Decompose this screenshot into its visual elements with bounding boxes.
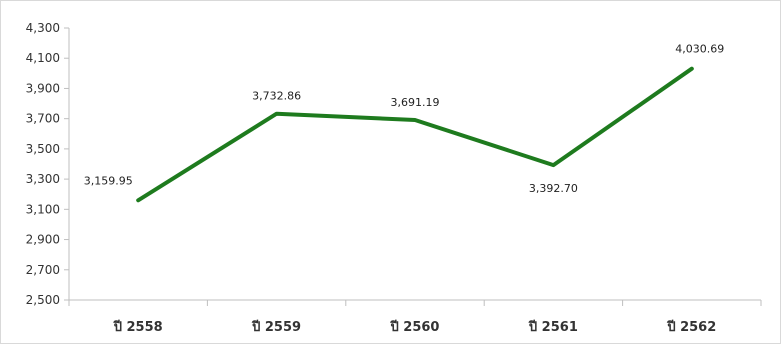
y-tick-label: 2,700 <box>26 263 60 277</box>
x-tick-label: ปี 2561 <box>528 319 578 335</box>
y-tick-label: 4,100 <box>26 51 60 65</box>
x-axis-ticks: ปี 2558 ปี 2559 ปี 2560 ปี 2561 ปี 2562 <box>68 300 762 335</box>
data-labels: 3,159.95 3,732.86 3,691.19 3,392.70 4,030.69 <box>84 43 725 195</box>
y-tick-label: 2,500 <box>26 293 60 307</box>
y-tick-label: 3,100 <box>26 202 60 216</box>
x-tick-label: ปี 2562 <box>666 319 716 335</box>
series-line <box>136 66 694 203</box>
data-label: 3,159.95 <box>84 174 133 187</box>
data-label: 3,392.70 <box>529 182 578 195</box>
x-tick-label: ปี 2558 <box>113 319 163 335</box>
y-tick-label: 3,900 <box>26 81 60 95</box>
y-tick-label: 3,500 <box>26 142 60 156</box>
data-label: 4,030.69 <box>675 43 724 56</box>
x-tick-label: ปี 2560 <box>389 319 439 335</box>
y-tick-label: 2,900 <box>26 233 60 247</box>
data-label: 3,732.86 <box>252 90 301 103</box>
x-tick-label: ปี 2559 <box>251 319 301 335</box>
y-tick-label: 3,700 <box>26 112 60 126</box>
data-label: 3,691.19 <box>391 96 440 109</box>
y-tick-label: 4,300 <box>26 21 60 35</box>
y-axis-ticks: 2,500 2,700 2,900 3,100 3,300 3,500 3,700 3,900… <box>26 21 69 307</box>
y-tick-label: 3,300 <box>26 172 60 186</box>
